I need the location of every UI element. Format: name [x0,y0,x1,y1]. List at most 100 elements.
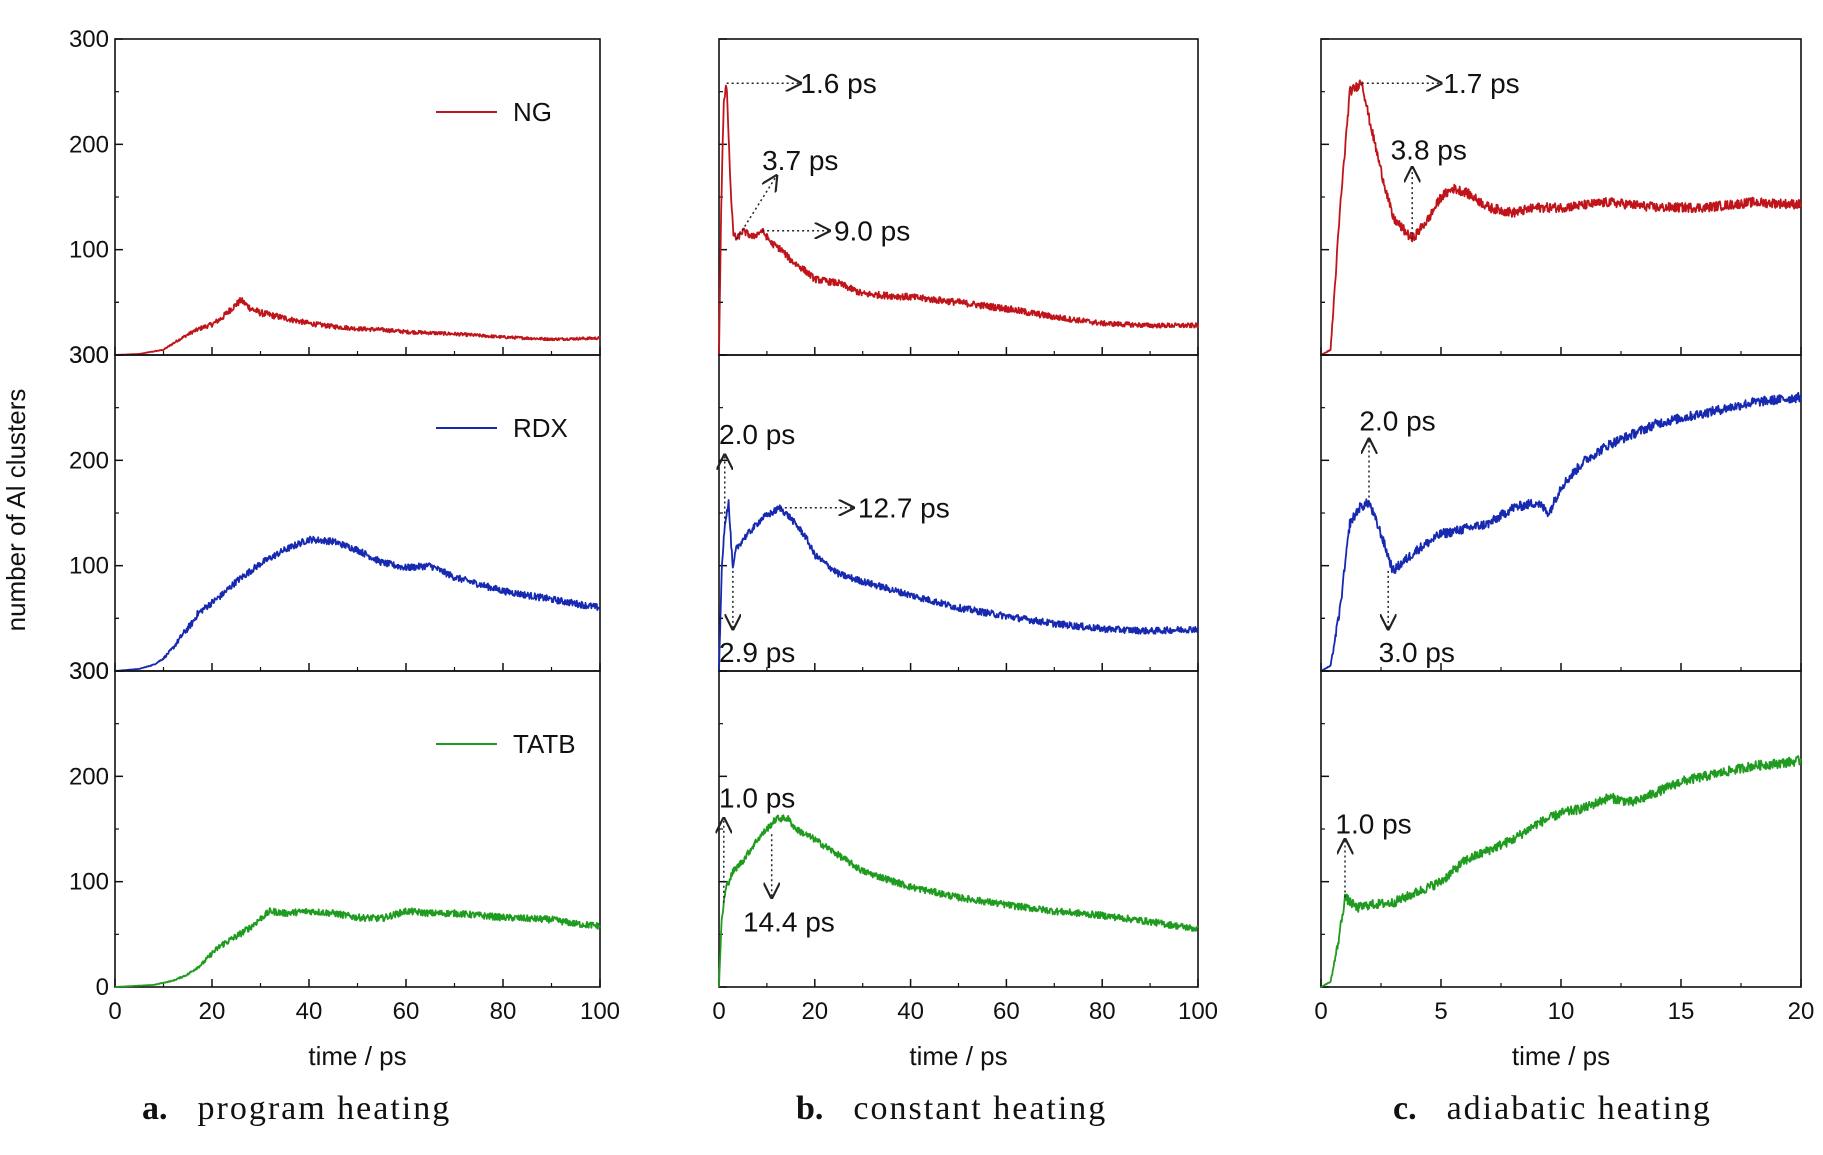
series-line-tatb [114,907,601,988]
plot-frame [114,38,601,356]
plot-frame [114,670,601,988]
y-tick-label: 300 [69,342,109,369]
annotation-arrow [736,176,777,240]
plot-frame [718,38,1199,356]
annotation-label: 1.0 ps [1335,809,1411,840]
annotation-label: 3.8 ps [1391,135,1467,166]
y-axis-label: number of Al clusters [1,389,31,632]
panel-b-label: b. [796,1090,824,1127]
subplot-tatb: 0 5 10 15 20 [1314,617,1815,1025]
legend-label-rdx: RDX [513,413,568,443]
x-tick-label: 60 [393,998,420,1025]
subplot-ng: 100 200 300 NG [69,26,601,356]
y-tick-label: 200 [69,131,109,158]
annotation-label: 3.0 ps [1379,637,1455,668]
x-tick-label: 0 [712,998,725,1025]
x-tick-label: 20 [199,998,226,1025]
x-tick-label: 60 [993,998,1020,1025]
panel-a-chart: 100200300NG100200300300RDX01002003003000… [69,26,620,1071]
subplot-ng [1320,38,1802,356]
y-tick-label: 300 [69,658,109,685]
x-tick-label: 5 [1434,998,1447,1025]
x-tick-label: 10 [1548,998,1575,1025]
subplot-ng [718,38,1199,356]
annotation-label: 1.7 ps [1443,68,1519,99]
x-tick-label: 100 [580,998,620,1025]
x-axis-label: time / ps [909,1041,1007,1071]
annotation: 1.6 ps [726,68,877,99]
plot-frame [718,354,1199,672]
annotation-label: 12.7 ps [858,493,950,524]
panel-b-caption: b. constant heating [796,1090,1107,1128]
panel-a-caption: a. program heating [142,1090,451,1128]
annotation: 3.7 ps [736,145,838,240]
x-tick-label: 40 [897,998,924,1025]
panel-c-title: adiabatic heating [1446,1090,1712,1127]
y-tick-label: 200 [69,763,109,790]
annotation: 12.7 ps [779,493,950,524]
panel-c-chart: 0 5 10 15 20 time / ps 1.7 ps 3.8 ps 2.0 ps 3.0 p… [1314,38,1815,1071]
panel-b-title: constant heating [853,1090,1108,1127]
annotation-label: 3.7 ps [762,145,838,176]
y-tick-label: 300 [69,342,109,369]
x-tick-label: 100 [1178,998,1218,1025]
plot-frame [1320,38,1802,356]
x-axis-label: time / ps [1512,1041,1610,1071]
panel-a-label: a. [142,1090,168,1127]
annotation: 1.7 ps [1361,68,1520,99]
subplot-rdx [1320,301,1802,672]
y-tick-label: 100 [69,237,109,264]
annotation-label: 14.4 ps [743,907,835,938]
annotation-label: 9.0 ps [834,216,910,247]
y-tick-label: 0 [96,974,109,1001]
series-line-rdx [718,499,1199,672]
plot-frame [114,354,601,672]
annotation-label: 2.9 ps [719,637,795,668]
annotation: 1.0 ps [1335,809,1412,898]
series-line-tatb [718,814,1199,988]
y-tick-label: 200 [69,447,109,474]
subplot-rdx [718,301,1199,672]
x-tick-label: 0 [108,998,121,1025]
annotation: 2.0 ps [1359,405,1436,503]
annotation: 2.9 ps [719,570,795,668]
annotation: 9.0 ps [762,216,910,247]
annotation: 1.0 ps [719,782,795,903]
annotation-label: 2.0 ps [719,419,795,450]
x-tick-label: 0 [1314,998,1327,1025]
x-tick-label: 15 [1668,998,1695,1025]
x-tick-label: 80 [1089,998,1116,1025]
plot-frame [718,670,1199,988]
series-line-rdx [114,535,601,672]
x-axis-label: time / ps [308,1041,406,1071]
panel-c-caption: c. adiabatic heating [1393,1090,1712,1128]
y-tick-label: 300 [69,658,109,685]
y-tick-label: 100 [69,869,109,896]
panel-b-chart: 0 20 40 60 80 100 time / ps 1.6 ps 3.7 ps 9.0 ps 2… [712,38,1218,1071]
legend-label-ng: NG [513,97,552,127]
subplot-tatb: 0 20 40 60 80 100 [712,617,1218,1025]
series-line-tatb [1320,755,1802,988]
annotation: 3.0 ps [1379,570,1455,668]
annotation-label: 1.0 ps [719,782,795,813]
panel-a-title: program heating [197,1090,452,1127]
x-tick-label: 20 [801,998,828,1025]
y-tick-label: 300 [69,26,109,53]
x-tick-label: 40 [296,998,323,1025]
panel-c-label: c. [1393,1090,1417,1127]
annotation: 14.4 ps [743,834,835,938]
legend-label-tatb: TATB [513,729,576,759]
series-line-ng [1320,79,1802,356]
annotation-label: 1.6 ps [800,68,876,99]
series-line-rdx [1320,391,1802,672]
series-line-ng [114,297,601,356]
annotation: 2.0 ps [719,419,795,524]
plot-frame [1320,354,1802,672]
annotation: 3.8 ps [1391,135,1467,240]
y-tick-label: 100 [69,553,109,580]
annotation-label: 2.0 ps [1359,405,1435,436]
x-tick-label: 20 [1788,998,1815,1025]
